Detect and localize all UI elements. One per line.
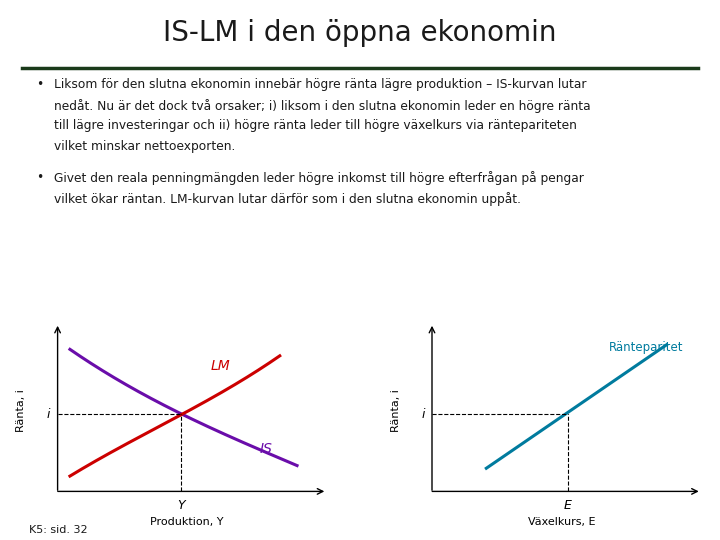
Text: LM: LM bbox=[211, 359, 230, 373]
Text: Ränta, i: Ränta, i bbox=[17, 389, 27, 432]
Text: Liksom för den slutna ekonomin innebär högre ränta lägre produktion – IS-kurvan : Liksom för den slutna ekonomin innebär h… bbox=[54, 78, 587, 91]
Text: i: i bbox=[47, 408, 50, 421]
Text: Växelkurs, E: Växelkurs, E bbox=[528, 517, 595, 528]
Text: nedåt. Nu är det dock två orsaker; i) liksom i den slutna ekonomin leder en högr: nedåt. Nu är det dock två orsaker; i) li… bbox=[54, 99, 590, 113]
Text: Givet den reala penningmängden leder högre inkomst till högre efterfrågan på pen: Givet den reala penningmängden leder hög… bbox=[54, 171, 584, 185]
Text: till lägre investeringar och ii) högre ränta leder till högre växelkurs via ränt: till lägre investeringar och ii) högre r… bbox=[54, 119, 577, 132]
Text: Produktion, Y: Produktion, Y bbox=[150, 517, 224, 528]
Text: IS-LM i den öppna ekonomin: IS-LM i den öppna ekonomin bbox=[163, 19, 557, 47]
Text: vilket minskar nettoexporten.: vilket minskar nettoexporten. bbox=[54, 140, 235, 153]
Text: K5: sid. 32: K5: sid. 32 bbox=[29, 524, 87, 535]
Text: vilket ökar räntan. LM-kurvan lutar därför som i den slutna ekonomin uppåt.: vilket ökar räntan. LM-kurvan lutar därf… bbox=[54, 192, 521, 206]
Text: •: • bbox=[36, 171, 43, 184]
Text: •: • bbox=[36, 78, 43, 91]
Text: Y: Y bbox=[177, 499, 185, 512]
Text: E: E bbox=[564, 499, 572, 512]
Text: Ränteparitet: Ränteparitet bbox=[609, 341, 683, 354]
Text: IS: IS bbox=[260, 442, 273, 456]
Text: Ränta, i: Ränta, i bbox=[391, 389, 401, 432]
Text: i: i bbox=[421, 408, 425, 421]
